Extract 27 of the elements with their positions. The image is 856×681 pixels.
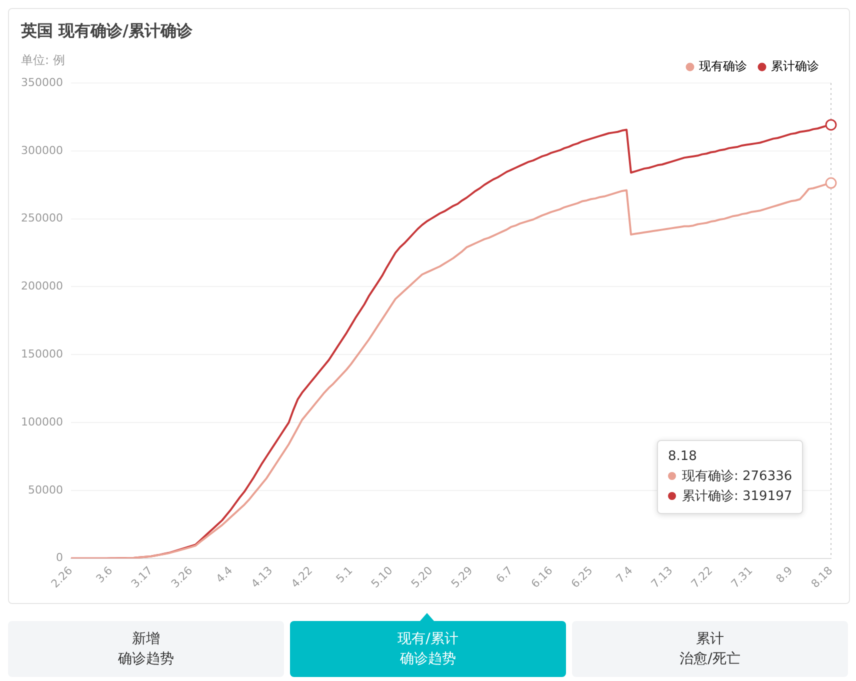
text: 确诊趋势 [399, 650, 457, 669]
annotation: 累计确诊: 319197 [681, 488, 792, 506]
text: 现有/累计 [396, 630, 460, 649]
text: 新增 [131, 630, 161, 649]
y-tick-label: 350000 [20, 76, 63, 89]
y-tick-label: 0 [56, 551, 63, 564]
y-tick-label: 100000 [20, 415, 63, 428]
legend-label: 现有确诊 [699, 59, 747, 74]
y-tick-label: 50000 [28, 483, 63, 496]
x-tick-label: 8.9 [774, 564, 796, 586]
x-tick-label: 6.7 [494, 564, 516, 586]
text: 治愈/死亡 [678, 650, 742, 669]
x-tick-label: 4.4 [214, 564, 236, 586]
chart-title: 英国 现有确诊/累计确诊 [21, 21, 192, 42]
chart-subtitle: 单位: 例 [21, 52, 65, 69]
y-tick-label: 150000 [20, 347, 63, 360]
annotation: 现有确诊: 276336 [681, 468, 792, 486]
y-tick-label: 250000 [20, 212, 63, 225]
y-tick-label: 300000 [20, 144, 63, 157]
text: 累计 [695, 630, 725, 649]
y-tick-label: 200000 [20, 280, 63, 293]
x-tick-label: 5.1 [334, 564, 356, 586]
x-tick-label: 3.6 [94, 564, 116, 586]
x-tick-label: 7.4 [614, 564, 636, 586]
text: 确诊趋势 [117, 650, 175, 669]
text: 8.18 [668, 449, 697, 464]
legend-label: 累计确诊 [771, 59, 819, 74]
